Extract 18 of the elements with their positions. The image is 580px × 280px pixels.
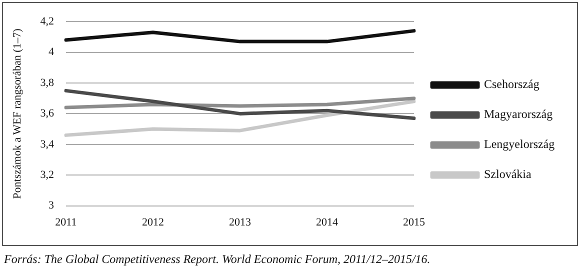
x-tick-label: 2015 — [403, 216, 426, 228]
text: Forrás: The Global Competitiveness Report. World Economic Forum, 2011/12–2015/16. — [4, 252, 430, 267]
x-tick-label: 2013 — [228, 216, 252, 228]
y-tick-label: 4,2 — [40, 15, 54, 28]
y-tick-label: 3,6 — [40, 108, 54, 120]
x-tick-label: 2014 — [316, 216, 338, 228]
legend-label: Lengyelország — [484, 137, 555, 152]
y-tick-label: 3,2 — [40, 168, 54, 181]
y-tick-label: 3 — [48, 200, 54, 212]
x-tick-label: 2012 — [142, 216, 164, 228]
x-tick-label: 2011 — [55, 216, 77, 228]
y-tick-label: 4 — [48, 46, 54, 58]
legend-label: Csehország — [484, 77, 540, 92]
legend-label: Magyarország — [484, 107, 553, 122]
y-axis-title: Pontszámok a WEF rangsorában (1–7) — [11, 28, 24, 199]
y-tick-label: 3,8 — [40, 76, 54, 89]
legend-label: Szlovákia — [484, 167, 532, 182]
y-tick-label: 3,4 — [40, 138, 54, 150]
